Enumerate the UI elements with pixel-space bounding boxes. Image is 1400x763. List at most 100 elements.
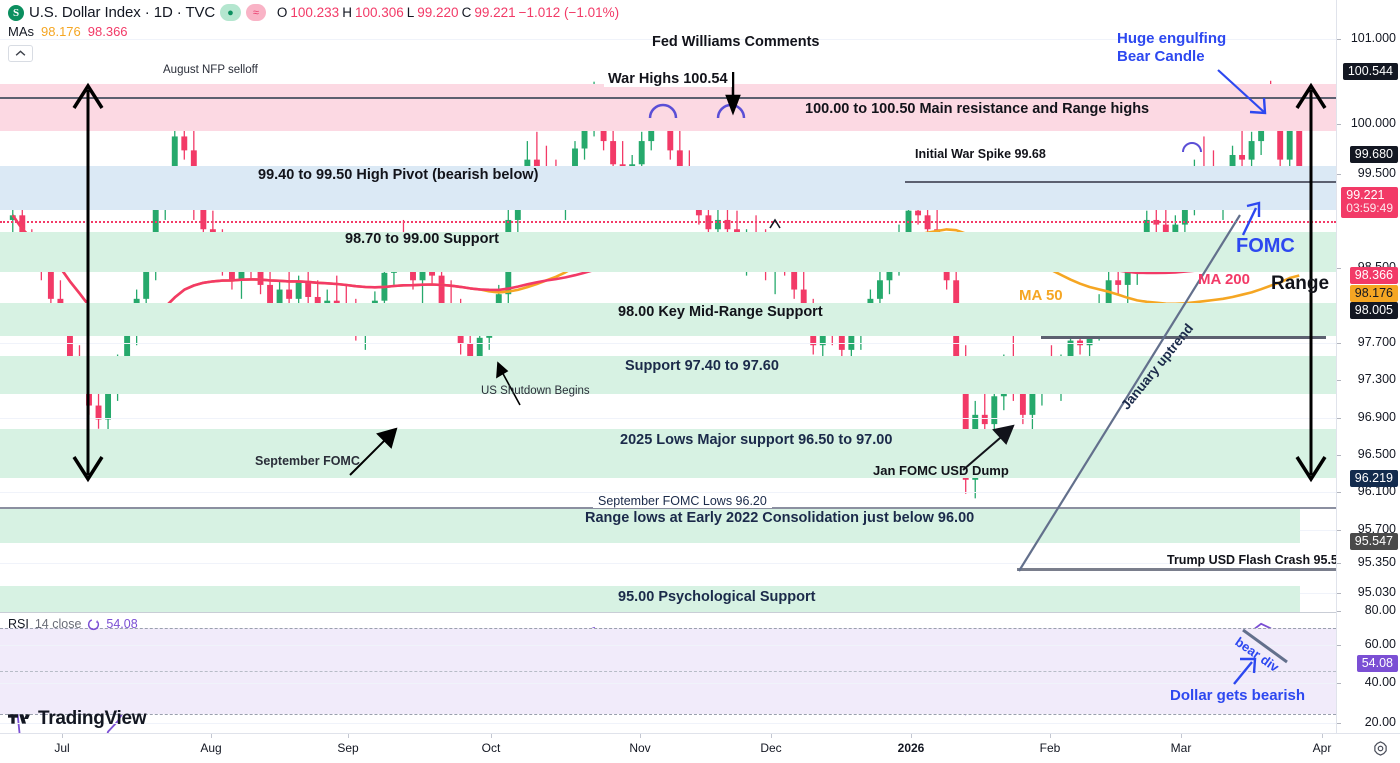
change-value: −1.012 (−1.01%) [518,5,620,20]
price-axis-tag[interactable]: 100.544 [1342,63,1398,81]
hline-initial-war-spike[interactable] [905,181,1336,183]
candle-body [467,343,474,360]
price-axis-label: 40.00 [1364,675,1396,689]
time-axis-label: Jul [54,741,70,755]
pane-divider [0,612,1336,613]
price-axis-tag[interactable]: 98.005 [1349,302,1398,320]
candle-body [305,282,312,297]
high-key: H [342,5,352,20]
candle-body [1248,141,1255,160]
chart-type-icon: ≈ [245,4,266,21]
hline-trump-flash-crash[interactable] [1017,568,1336,571]
candle-body [286,289,293,299]
price-axis-tag[interactable]: 98.366 [1349,267,1398,285]
axis-tick [1337,645,1341,646]
candle-body [724,219,731,230]
candle-body [533,159,540,169]
axis-tick [1337,174,1341,175]
rsi-name: RSI [8,617,29,631]
annotation-august-nfp: August NFP selloff [163,64,258,76]
chart-legend[interactable]: S U.S. Dollar Index · 1D · TVC ● ≈ O 100.… [8,4,619,39]
price-axis-label: 97.700 [1357,335,1396,349]
time-axis-label: Feb [1039,741,1061,755]
annotation-huge-engulfing-line1: Huge engulfing [1117,30,1227,47]
candle-body [1239,154,1246,160]
time-tick [62,734,63,738]
symbol-badge-icon: S [8,4,24,21]
time-axis[interactable]: Jul Aug Sep Oct Nov Dec 2026 Feb Mar Apr [0,733,1400,763]
candle-body [438,275,445,304]
candle-body [638,141,645,165]
label-ma50: MA 50 [1019,287,1063,304]
time-tick [771,734,772,738]
candle-body [95,405,102,420]
candle-body [1029,391,1036,415]
refresh-icon[interactable] [87,618,100,631]
price-axis-tag[interactable]: 54.08 [1356,655,1398,673]
axis-tick [1337,268,1341,269]
chevron-up-icon [15,50,26,56]
collapse-legend-button[interactable] [8,45,33,62]
axis-tick [1337,455,1341,456]
label-range: Range [1271,273,1330,294]
price-axis-tag[interactable]: 99.680 [1349,146,1398,164]
rsi-legend[interactable]: RSI 14 close 54.08 [8,617,138,631]
zone-psych-support-95 [0,586,1300,612]
price-axis-tag[interactable]: 99.221 03:59:49 [1341,187,1398,219]
candle-body [171,136,178,188]
candle-body [610,141,617,165]
annotation-support-9870: 98.70 to 99.00 Support [345,231,499,247]
legend-row-mas: MAs 98.176 98.366 [8,24,619,39]
candle-body [991,396,998,425]
annotation-support-9740: Support 97.40 to 97.60 [625,358,779,374]
rsi-pane[interactable]: bear div Dollar gets bearish [0,614,1336,733]
time-axis-label: Aug [200,741,222,755]
ma200-value: 98.366 [87,24,128,39]
price-axis-label: 96.100 [1357,484,1396,498]
annotation-high-pivot: 99.40 to 99.50 High Pivot (bearish below… [258,167,539,183]
time-axis-label: Sep [337,741,359,755]
annotation-trump-flash-crash: Trump USD Flash Crash 95.55 [1167,553,1336,567]
hline-war-highs[interactable] [0,97,1336,99]
candle-body [981,414,988,425]
gridline [0,563,1336,564]
price-axis-tag[interactable]: 98.176 [1349,285,1398,303]
candle-body [1019,391,1026,415]
gear-icon[interactable] [1373,741,1388,756]
gridline [0,683,1336,684]
annotation-huge-engulfing-line2: Bear Candle [1117,48,1205,65]
candle-body [667,117,674,151]
time-tick [1322,734,1323,738]
price-axis-label: 95.350 [1357,555,1396,569]
annotation-dollar-bearish: Dollar gets bearish [1170,687,1306,704]
candle-body [419,266,426,281]
price-axis-tag[interactable]: 95.547 [1349,533,1398,551]
axis-tick [1337,380,1341,381]
low-key: L [406,5,415,20]
annotation-range-lows-2022: Range lows at Early 2022 Consolidation j… [585,510,975,526]
close-key: C [461,5,472,20]
symbol-title[interactable]: U.S. Dollar Index · 1D · TVC [29,4,216,21]
time-axis-label: 2026 [897,741,925,755]
annotation-initial-war-spike: Initial War Spike 99.68 [915,147,1046,161]
candle-body [295,282,302,299]
candle-body [1277,113,1284,160]
gridline [0,492,1336,493]
ohlc-values: O 100.233 H 100.306 L 99.220 C 99.221 −1.012… [277,5,619,20]
price-axis-tag[interactable]: 96.219 [1349,470,1398,488]
candle-body [676,150,683,179]
hline-sept-fomc-lows[interactable] [0,507,1336,509]
price-chart-pane[interactable]: August NFP selloff Fed Williams Comments… [0,20,1336,612]
annotation-psych-support-95: 95.00 Psychological Support [618,589,816,605]
price-axis[interactable]: 101.000100.00099.50098.50097.70097.30096… [1336,0,1400,733]
time-tick [491,734,492,738]
candle-body [476,337,483,360]
candle-body [1181,201,1188,225]
label-ma200: MA 200 [1198,271,1250,288]
candle-body [9,215,16,220]
axis-tick [1337,530,1341,531]
time-axis-label: Nov [629,741,651,755]
time-tick [211,734,212,738]
gridline [0,343,1336,344]
axis-tick [1337,683,1341,684]
